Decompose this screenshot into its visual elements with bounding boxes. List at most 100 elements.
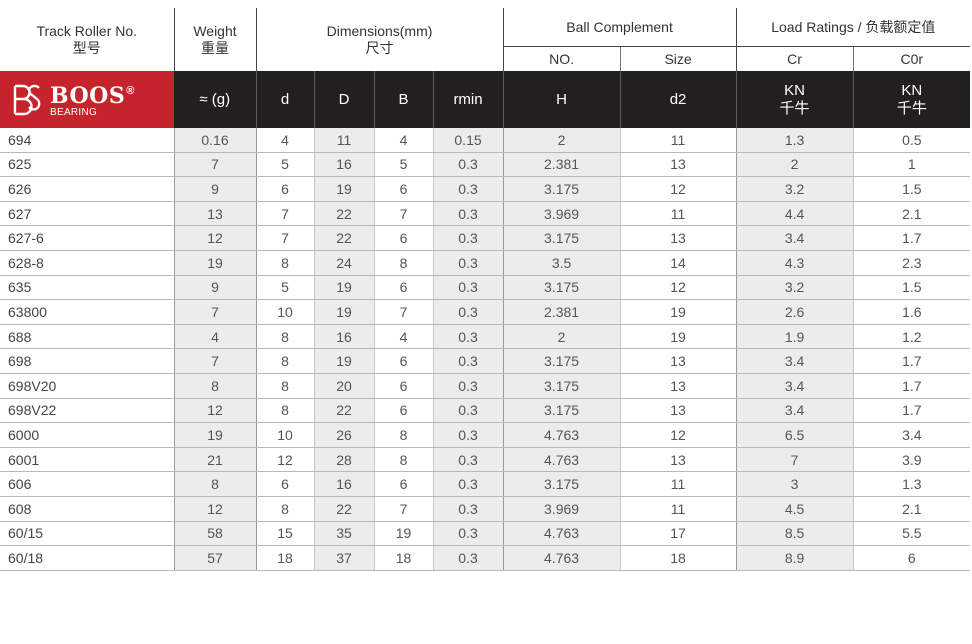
cell-d: 5 <box>255 152 314 178</box>
cell-ball-size: 12 <box>619 422 737 448</box>
cell-weight: 7 <box>173 299 256 325</box>
cell-B: 4 <box>373 128 433 153</box>
cell-ball-size: 13 <box>619 348 737 374</box>
header-load-c0r: C0r <box>852 46 971 71</box>
unit-c0r-cn: 千牛 <box>896 99 927 117</box>
cell-cr: 2.6 <box>735 299 854 325</box>
cell-cr: 3 <box>735 471 854 497</box>
cell-ball-size: 11 <box>619 128 737 153</box>
cell-weight: 12 <box>173 225 256 251</box>
cell-D: 19 <box>313 275 374 301</box>
cell-rmin: 0.3 <box>432 299 504 325</box>
unit-d2: d2 <box>619 71 737 128</box>
cell-weight: 9 <box>173 176 256 202</box>
cell-track-roller-no: 627 <box>0 201 174 227</box>
unit-D: D <box>313 71 374 128</box>
table-row: 627 13 7 22 7 0.3 3.969 11 4.4 2.1 <box>0 201 971 227</box>
unit-B: B <box>373 71 433 128</box>
cell-c0r: 1.7 <box>852 348 971 374</box>
cell-D: 16 <box>313 324 374 350</box>
table-row: 635 9 5 19 6 0.3 3.175 12 3.2 1.5 <box>0 275 971 301</box>
logo-brand: BOOS® <box>50 83 135 109</box>
cell-d: 8 <box>255 348 314 374</box>
cell-D: 22 <box>313 201 374 227</box>
unit-cr-kn: KN <box>784 81 805 99</box>
cell-B: 6 <box>373 471 433 497</box>
cell-d: 4 <box>255 128 314 153</box>
cell-weight: 19 <box>173 422 256 448</box>
cell-c0r: 1 <box>852 152 971 178</box>
cell-D: 19 <box>313 176 374 202</box>
cell-rmin: 0.3 <box>432 152 504 178</box>
cell-d: 7 <box>255 201 314 227</box>
table-row: 626 9 6 19 6 0.3 3.175 12 3.2 1.5 <box>0 176 971 202</box>
cell-B: 4 <box>373 324 433 350</box>
cell-ball-no: 2 <box>502 128 621 153</box>
header-dimensions-cn: 尺寸 <box>365 39 394 56</box>
unit-c0r: KN 千牛 <box>852 71 971 128</box>
cell-ball-no: 4.763 <box>502 521 621 547</box>
header-dimensions: Dimensions(mm) 尺寸 <box>255 8 504 71</box>
cell-c0r: 3.9 <box>852 447 971 473</box>
cell-c0r: 2.1 <box>852 496 971 522</box>
cell-B: 6 <box>373 398 433 424</box>
cell-cr: 1.3 <box>735 128 854 153</box>
cell-ball-size: 13 <box>619 152 737 178</box>
cell-d: 8 <box>255 250 314 276</box>
cell-c0r: 6 <box>852 545 971 571</box>
header-dimensions-en: Dimensions(mm) <box>326 22 433 39</box>
cell-D: 16 <box>313 471 374 497</box>
cell-d: 8 <box>255 324 314 350</box>
cell-rmin: 0.3 <box>432 545 504 571</box>
cell-B: 5 <box>373 152 433 178</box>
cell-c0r: 1.6 <box>852 299 971 325</box>
cell-ball-no: 3.175 <box>502 275 621 301</box>
cell-weight: 4 <box>173 324 256 350</box>
unit-cr-cn: 千牛 <box>779 99 810 117</box>
cell-d: 8 <box>255 398 314 424</box>
cell-weight: 58 <box>173 521 256 547</box>
cell-rmin: 0.3 <box>432 176 504 202</box>
cell-D: 37 <box>313 545 374 571</box>
cell-d: 5 <box>255 275 314 301</box>
cell-rmin: 0.3 <box>432 250 504 276</box>
cell-cr: 3.4 <box>735 373 854 399</box>
table-row: 6000 19 10 26 8 0.3 4.763 12 6.5 3.4 <box>0 422 971 448</box>
cell-c0r: 2.1 <box>852 201 971 227</box>
header-ball-complement: Ball Complement <box>502 8 737 47</box>
cell-weight: 7 <box>173 152 256 178</box>
table-row: 694 0.16 4 11 4 0.15 2 11 1.3 0.5 <box>0 128 971 153</box>
cell-D: 16 <box>313 152 374 178</box>
header-load-cr: Cr <box>735 46 854 71</box>
cell-cr: 2 <box>735 152 854 178</box>
cell-track-roller-no: 63800 <box>0 299 174 325</box>
cell-D: 24 <box>313 250 374 276</box>
cell-ball-size: 19 <box>619 324 737 350</box>
cell-ball-no: 4.763 <box>502 545 621 571</box>
cell-B: 18 <box>373 545 433 571</box>
cell-cr: 4.4 <box>735 201 854 227</box>
cell-weight: 12 <box>173 496 256 522</box>
cell-d: 8 <box>255 496 314 522</box>
boos-logo: BOOS® BEARING <box>0 71 174 128</box>
cell-track-roller-no: 698V22 <box>0 398 174 424</box>
cell-cr: 6.5 <box>735 422 854 448</box>
header-track-roller: Track Roller No. 型号 <box>0 8 174 71</box>
cell-B: 19 <box>373 521 433 547</box>
table-row: 698V20 8 8 20 6 0.3 3.175 13 3.4 1.7 <box>0 373 971 399</box>
cell-cr: 8.5 <box>735 521 854 547</box>
cell-c0r: 1.5 <box>852 275 971 301</box>
cell-B: 6 <box>373 176 433 202</box>
cell-d: 8 <box>255 373 314 399</box>
cell-rmin: 0.3 <box>432 348 504 374</box>
cell-B: 6 <box>373 225 433 251</box>
table-row: 688 4 8 16 4 0.3 2 19 1.9 1.2 <box>0 324 971 350</box>
table-row: 608 12 8 22 7 0.3 3.969 11 4.5 2.1 <box>0 496 971 522</box>
cell-D: 28 <box>313 447 374 473</box>
header-ball-no: NO. <box>502 46 621 71</box>
cell-cr: 3.2 <box>735 275 854 301</box>
cell-D: 22 <box>313 496 374 522</box>
cell-B: 7 <box>373 201 433 227</box>
cell-ball-no: 3.175 <box>502 373 621 399</box>
